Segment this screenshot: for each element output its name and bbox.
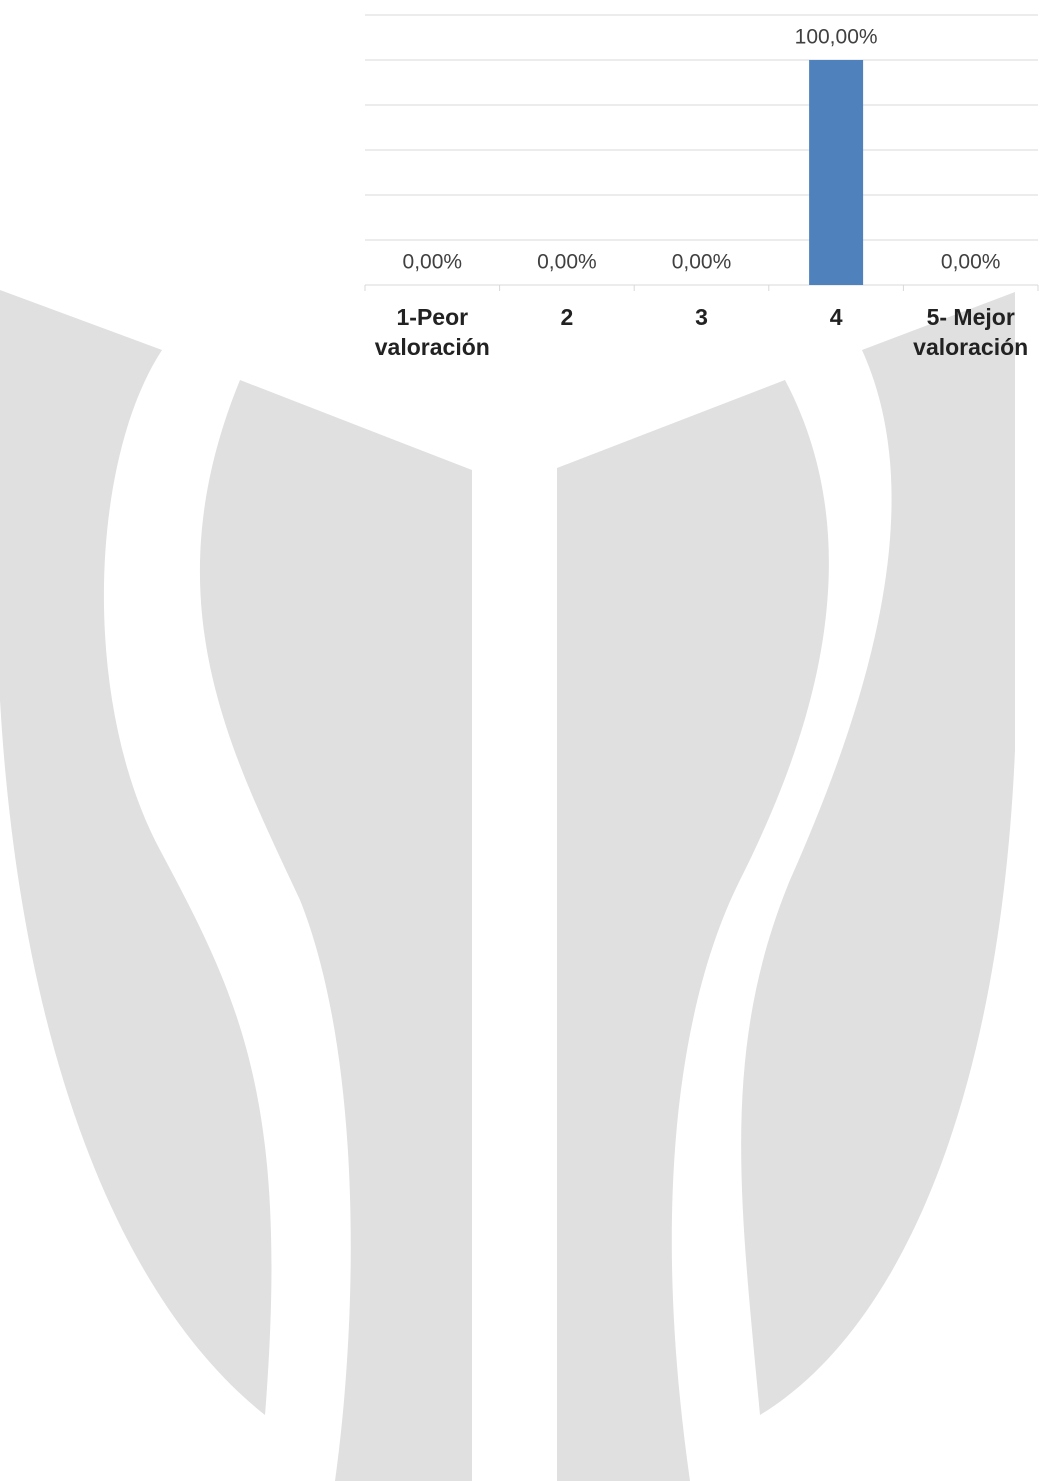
x-tick-label: 4 — [829, 304, 843, 330]
data-label: 0,00% — [403, 251, 463, 274]
bar — [809, 60, 864, 285]
x-tick-label: 2 — [560, 304, 574, 330]
data-label: 100,00% — [795, 26, 878, 49]
watermark-shape — [741, 292, 1015, 1415]
data-label: 0,00% — [537, 251, 597, 274]
x-tick-label: 3 — [695, 304, 708, 330]
watermark-shape — [557, 380, 829, 1481]
x-tick-label: 1-Peor valoración — [374, 304, 490, 360]
watermark-shape — [199, 380, 472, 1481]
x-tick-label: 5- Mejor valoración — [913, 304, 1029, 360]
watermark — [0, 290, 1015, 1481]
data-label: 0,00% — [941, 251, 1001, 274]
data-label: 0,00% — [672, 251, 732, 274]
watermark-shape — [0, 290, 272, 1415]
